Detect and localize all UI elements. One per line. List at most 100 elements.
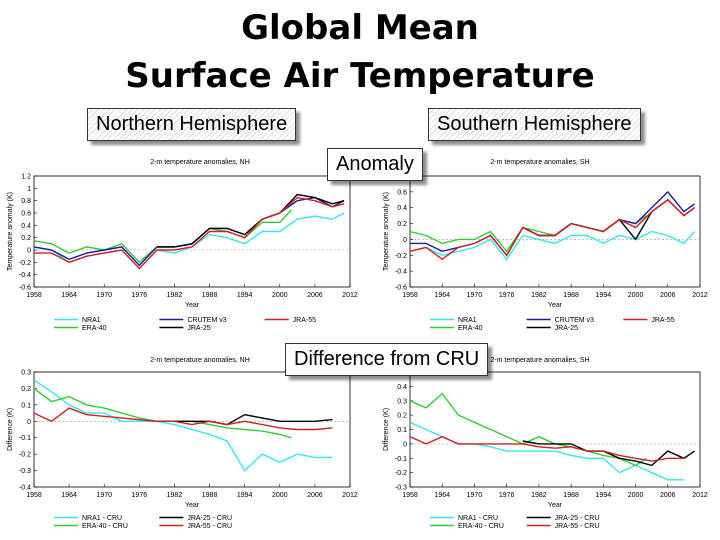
- nh-difference-ytick-label: 0.2: [21, 386, 31, 393]
- sh-anomaly-frame: [409, 175, 701, 288]
- nh-difference-ytick-label: 0: [27, 419, 31, 426]
- sh-difference-xtick-label: 1964: [434, 492, 450, 499]
- sh-anomaly-legend-label: NRA1: [458, 317, 477, 324]
- nh-difference-legend-label: JRA-25 - CRU: [187, 515, 232, 522]
- sh-anomaly-xtick-label: 1994: [596, 292, 612, 299]
- sh-anomaly-title: 2-m temperature anomalies, SH: [490, 159, 589, 166]
- sh-difference-ytick-label: -0.3: [395, 485, 407, 492]
- nh-difference-xtick-label: 1964: [61, 492, 77, 499]
- sh-anomaly-xtick-label: 1982: [531, 292, 547, 299]
- nh-anomaly-xtick-label: 1988: [202, 292, 218, 299]
- southern-hemisphere-label: Southern Hemisphere: [428, 108, 641, 141]
- nh-anomaly-ytick-label: 0.6: [21, 211, 31, 218]
- nh-anomaly-series-4: [34, 196, 345, 270]
- sh-anomaly-series-0: [409, 230, 696, 261]
- sh-anomaly-xtick-label: 1970: [467, 292, 483, 299]
- sh-difference-series-0: [409, 421, 684, 481]
- northern-hemisphere-label: Northern Hemisphere: [87, 108, 297, 141]
- sh-difference-xtick-label: 2006: [660, 492, 676, 499]
- nh-difference-xtick-label: 1982: [167, 492, 183, 499]
- nh-anomaly-xtick-label: 1982: [167, 292, 183, 299]
- sh-difference-ytick-label: -0.2: [395, 470, 407, 477]
- sh-difference-series-1: [409, 392, 647, 467]
- nh-anomaly-legend-label: ERA-40: [82, 325, 107, 332]
- nh-difference-ytick-label: 0.3: [21, 370, 31, 377]
- nh-anomaly-ytick-label: 1.2: [21, 174, 31, 181]
- nh-anomaly-ytick-label: 0.2: [21, 235, 31, 242]
- sh-difference-series-2: [522, 440, 695, 467]
- nh-anomaly-series-1: [33, 209, 293, 264]
- sh-difference-legend-label: JRA-55 - CRU: [555, 523, 600, 530]
- nh-difference-xtick-label: 2006: [307, 492, 323, 499]
- sh-anomaly-ytick-label: 0.2: [397, 221, 407, 228]
- difference-from-cru-label: Difference from CRU: [285, 343, 489, 376]
- nh-difference-series-2: [156, 413, 333, 426]
- nh-difference-legend-label: ERA-40 - CRU: [82, 523, 128, 530]
- nh-difference-ytick-label: -0.1: [19, 435, 31, 442]
- nh-difference-xtick-label: 1988: [202, 492, 218, 499]
- sh-difference-frame: [409, 371, 701, 488]
- anomaly-label: Anomaly: [327, 148, 423, 181]
- nh-anomaly-xtick-label: 2006: [307, 292, 323, 299]
- nh-difference-xtick-label: 2012: [342, 492, 358, 499]
- nh-anomaly-series-3: [156, 193, 345, 248]
- sh-anomaly-ytick-label: 0.4: [397, 205, 407, 212]
- sh-difference-xtick-label: 1958: [402, 492, 418, 499]
- sh-difference-ytick-label: -0.1: [395, 456, 407, 463]
- nh-anomaly-xtick-label: 1964: [61, 292, 77, 299]
- slide-title-line1: Global Mean: [241, 8, 479, 48]
- sh-anomaly-legend-label: CRUTEM v3: [555, 317, 594, 324]
- sh-difference-ytick-label: 0.4: [397, 384, 407, 391]
- sh-anomaly-legend-label: JRA-55: [651, 317, 674, 324]
- nh-anomaly-legend-label: NRA1: [82, 317, 101, 324]
- nh-difference-ytick-label: 0.1: [21, 402, 31, 409]
- nh-anomaly-ytick-label: 0.4: [21, 223, 31, 230]
- sh-difference-legend-label: JRA-25 - CRU: [555, 515, 600, 522]
- sh-difference-xtick-label: 2000: [628, 492, 644, 499]
- nh-anomaly-series-2: [33, 196, 345, 267]
- nh-difference-xtick-label: 2000: [272, 492, 288, 499]
- nh-anomaly-xtick-label: 1994: [237, 292, 253, 299]
- sh-difference-ytick-label: 0.2: [397, 413, 407, 420]
- nh-difference-ylabel: Difference (K): [7, 408, 14, 451]
- sh-anomaly-xtick-label: 2006: [660, 292, 676, 299]
- sh-difference-xtick-label: 1982: [531, 492, 547, 499]
- nh-anomaly-series-0: [33, 212, 345, 270]
- sh-anomaly-xtick-label: 2012: [692, 292, 708, 299]
- nh-anomaly-xtick-label: 1976: [132, 292, 148, 299]
- sh-difference-xtick-label: 1970: [467, 492, 483, 499]
- nh-anomaly-title: 2-m temperature anomalies, NH: [150, 159, 250, 166]
- sh-anomaly-ytick-label: 0.6: [397, 189, 407, 196]
- nh-difference-xlabel: Year: [185, 502, 200, 509]
- nh-anomaly-ytick-label: 1: [27, 186, 31, 193]
- sh-anomaly-legend-label: ERA-40: [458, 325, 483, 332]
- sh-anomaly-ytick-label: -0.2: [395, 253, 407, 260]
- sh-anomaly-xtick-label: 1964: [434, 292, 450, 299]
- sh-difference-xlabel: Year: [548, 502, 563, 509]
- nh-difference-xtick-label: 1958: [26, 492, 42, 499]
- nh-anomaly-xtick-label: 1970: [96, 292, 112, 299]
- nh-anomaly-ytick-label: -0.6: [19, 285, 31, 292]
- nh-anomaly-ytick-label: 0.8: [21, 198, 31, 205]
- nh-anomaly-legend-label: JRA-55: [293, 317, 316, 324]
- nh-anomaly-xlabel: Year: [185, 302, 200, 309]
- sh-difference-ytick-label: 0: [403, 441, 407, 448]
- sh-anomaly-ylabel: Temperature anomaly (K): [383, 192, 390, 271]
- sh-difference-title: 2-m temperature anomalies, SH: [490, 357, 589, 364]
- nh-anomaly-legend-label: JRA-25: [187, 325, 210, 332]
- nh-difference-xtick-label: 1976: [132, 492, 148, 499]
- sh-anomaly-ytick-label: 0: [403, 237, 407, 244]
- nh-anomaly-ytick-label: -0.4: [19, 272, 31, 279]
- nh-anomaly-ytick-label: 0: [27, 248, 31, 255]
- sh-difference-legend-label: ERA-40 - CRU: [458, 523, 504, 530]
- sh-anomaly-legend-label: JRA-25: [555, 325, 578, 332]
- sh-difference-ylabel: Difference (K): [383, 408, 390, 451]
- sh-difference-xtick-label: 1988: [563, 492, 579, 499]
- nh-anomaly-frame: [33, 175, 351, 288]
- sh-difference-xtick-label: 1976: [499, 492, 515, 499]
- nh-difference-series-0: [33, 379, 333, 472]
- sh-difference-xtick-label: 2012: [692, 492, 708, 499]
- nh-difference-ytick-label: -0.4: [19, 485, 31, 492]
- sh-anomaly-xtick-label: 1958: [402, 292, 418, 299]
